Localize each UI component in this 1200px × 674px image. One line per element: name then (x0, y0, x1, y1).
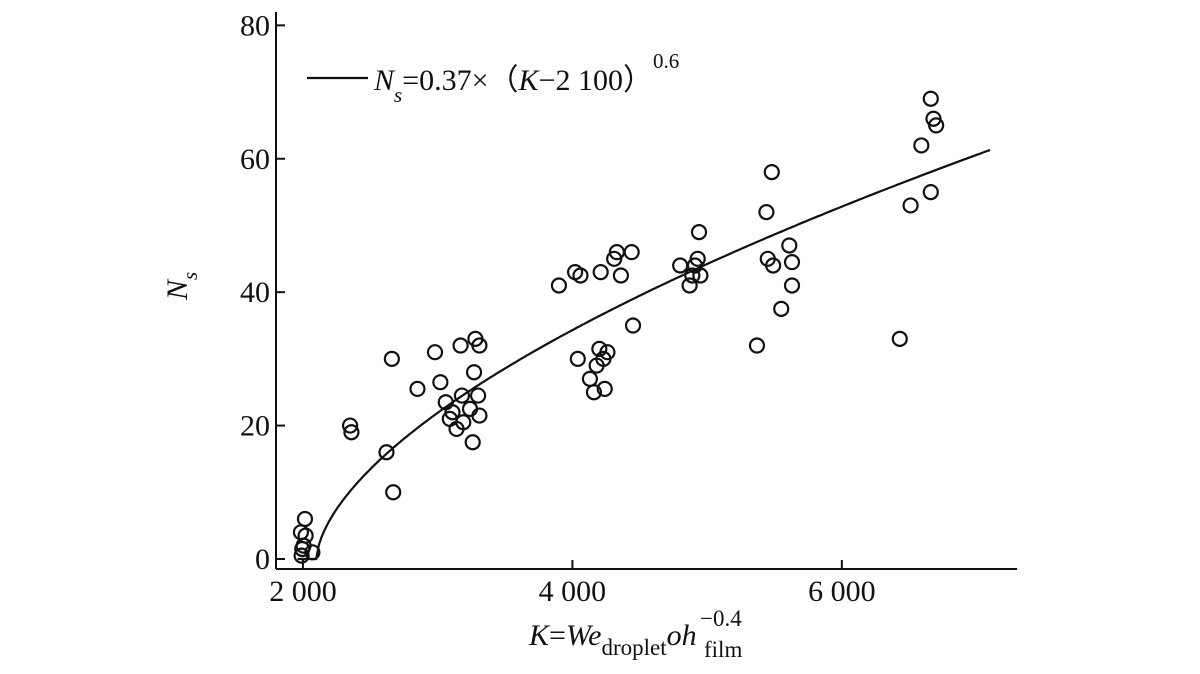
data-point (585, 384, 603, 401)
data-point (378, 444, 395, 461)
data-point (922, 184, 939, 201)
data-point (572, 267, 589, 284)
data-point (596, 380, 613, 397)
y-axis-title: Ns (161, 272, 202, 301)
data-point (343, 424, 360, 441)
data-point (292, 524, 310, 541)
y-tick-label: 80 (240, 9, 270, 42)
data-point (902, 197, 919, 214)
data-point (763, 163, 780, 181)
data-point (452, 337, 469, 354)
x-tick-label: 2 000 (269, 575, 337, 608)
data-point (342, 417, 359, 434)
data-point (569, 350, 586, 367)
data-point (383, 350, 400, 367)
data-point (783, 254, 801, 271)
y-tick-label: 0 (255, 543, 270, 576)
data-point (409, 380, 426, 397)
data-point (469, 387, 487, 404)
fit-curve (297, 148, 991, 561)
data-point (455, 414, 472, 431)
data-point (465, 364, 483, 381)
data-point (296, 510, 314, 528)
plot-area: 0 20 40 60 80 2 000 4 000 6 000 (240, 9, 1017, 608)
data-point (550, 277, 568, 294)
data-point (385, 484, 402, 501)
data-point (681, 277, 698, 294)
legend: Ns=0.37×（K−2 100）0.6 (307, 49, 679, 107)
data-point (304, 544, 321, 561)
data-point (783, 277, 801, 294)
y-tick-label: 40 (240, 276, 270, 309)
data-point (471, 337, 488, 354)
data-point (581, 370, 599, 387)
data-point (781, 237, 798, 254)
data-point (913, 137, 930, 154)
data-point (464, 434, 481, 451)
data-point (599, 344, 616, 361)
data-point (297, 527, 314, 544)
data-point (672, 257, 689, 274)
data-point (623, 244, 640, 261)
x-tick-label: 6 000 (808, 575, 876, 608)
data-point (471, 407, 488, 424)
data-point (922, 90, 939, 107)
data-point (293, 547, 310, 564)
y-tick-label: 60 (240, 143, 270, 176)
data-point (758, 204, 775, 221)
data-point (453, 387, 471, 404)
data-point (624, 317, 642, 334)
data-point (426, 344, 444, 361)
data-point (689, 250, 706, 267)
data-point (684, 267, 701, 284)
data-point (612, 267, 630, 284)
data-point (748, 337, 766, 354)
x-axis-title: K=Wedropletoh−0.4 film (528, 606, 742, 662)
x-tick-label: 4 000 (539, 575, 607, 608)
data-point (592, 264, 609, 281)
data-point (690, 224, 708, 241)
data-point (294, 540, 311, 558)
data-point (891, 330, 908, 347)
data-point (432, 374, 449, 391)
legend-label: Ns=0.37×（K−2 100）0.6 (373, 49, 679, 107)
data-point (928, 117, 945, 134)
data-point (773, 300, 790, 317)
axis-ticks: 0 20 40 60 80 2 000 4 000 6 000 (240, 9, 876, 608)
data-point (692, 267, 709, 284)
data-point (765, 257, 782, 274)
data-point (591, 340, 608, 357)
data-point (444, 404, 461, 421)
data-points (292, 90, 945, 564)
y-tick-label: 20 (240, 410, 270, 443)
